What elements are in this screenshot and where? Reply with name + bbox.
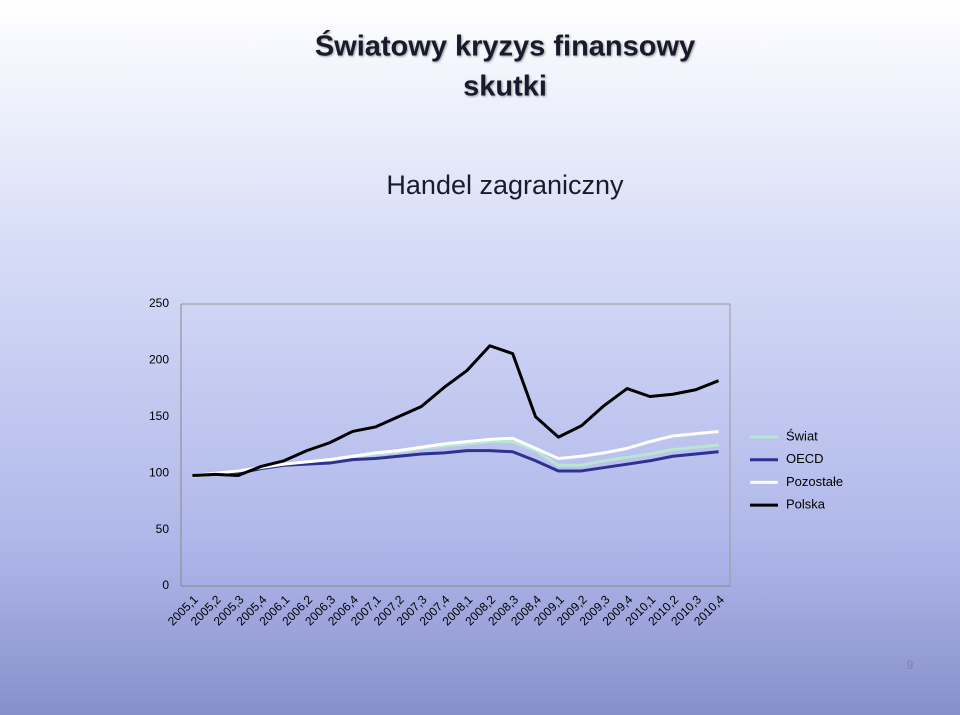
legend-label: Polska — [786, 497, 826, 512]
legend-label: Pozostałe — [786, 474, 843, 489]
slide-subtitle: skutki — [463, 71, 547, 103]
legend-label: OECD — [786, 451, 824, 466]
y-tick-label: 0 — [162, 578, 169, 592]
y-tick-label: 100 — [149, 465, 169, 479]
y-tick-label: 50 — [156, 522, 170, 536]
page-number: 9 — [907, 658, 914, 672]
y-tick-label: 200 — [149, 353, 169, 367]
y-tick-label: 250 — [149, 296, 169, 310]
legend-label: Świat — [786, 428, 818, 443]
line-series — [192, 429, 719, 477]
slide-title: Światowy kryzys finansowy — [315, 29, 695, 63]
line-series — [192, 344, 720, 477]
y-tick-label: 150 — [149, 409, 169, 423]
chart-title: Handel zagraniczny — [386, 170, 624, 200]
